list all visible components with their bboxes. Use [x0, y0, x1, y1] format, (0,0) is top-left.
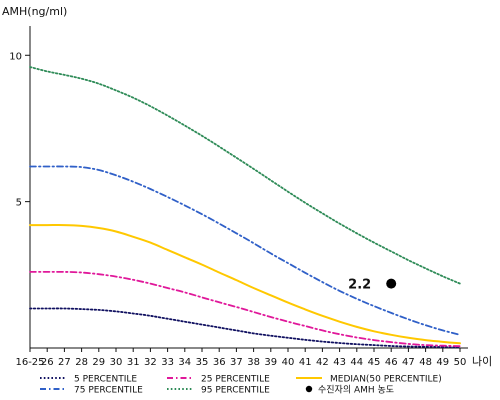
x-tick-label: 49	[436, 357, 449, 368]
marker-layer: 2.2	[348, 278, 397, 293]
legend-label: MEDIAN(50 PERCENTILE)	[330, 375, 442, 385]
x-axis-title: 나이	[472, 355, 492, 368]
x-tick-label: 36	[213, 357, 226, 368]
x-tick-label: 38	[247, 357, 260, 368]
x-tick-label: 29	[92, 357, 105, 368]
patient-amh-value-label: 2.2	[348, 278, 371, 293]
x-tick-label: 39	[264, 357, 277, 368]
x-tick-label: 44	[350, 357, 363, 368]
x-tick-label: 50	[454, 357, 467, 368]
x-tick-label: 42	[316, 357, 329, 368]
x-tick-label: 30	[110, 357, 123, 368]
x-tick-label: 40	[282, 357, 295, 368]
x-tick-label: 27	[58, 357, 71, 368]
x-tick-label: 45	[368, 357, 381, 368]
x-tick-label: 37	[230, 357, 243, 368]
legend: 5 PERCENTILE 25 PERCENTILE MEDIAN(50 PERCE…	[40, 375, 442, 396]
series-line-75-percentile	[29, 165, 461, 336]
x-tick-label: 32	[144, 357, 157, 368]
y-tick-label: 5	[16, 198, 22, 209]
legend-marker-swatch	[305, 385, 313, 393]
x-tick-label: 16-25	[15, 357, 44, 368]
x-tick-label: 35	[196, 357, 209, 368]
x-tick-label: 34	[178, 357, 191, 368]
x-tick-label: 33	[161, 357, 174, 368]
series-line-median-50-percentile	[29, 224, 461, 345]
series-line-95-percentile	[29, 66, 461, 285]
legend-label: 수진자의 AMH 농도	[318, 385, 394, 396]
x-tick-label: 26	[41, 357, 54, 368]
series-line-25-percentile	[29, 270, 461, 348]
axes: AMH(ng/ml) 나이	[2, 5, 492, 368]
legend-label: 25 PERCENTILE	[201, 375, 270, 385]
x-tick-label: 28	[75, 357, 88, 368]
series-layer	[29, 66, 461, 349]
patient-amh-marker	[386, 278, 397, 289]
legend-label: 5 PERCENTILE	[74, 375, 137, 385]
x-tick-label: 41	[299, 357, 312, 368]
y-tick-label: 10	[9, 51, 22, 62]
x-tick-label: 47	[402, 357, 415, 368]
x-tick-label: 48	[419, 357, 432, 368]
y-axis-title: AMH(ng/ml)	[2, 5, 67, 18]
x-tick-label: 46	[385, 357, 398, 368]
series-line-5-percentile	[29, 307, 461, 349]
legend-label: 95 PERCENTILE	[201, 386, 270, 396]
x-tick-label: 43	[333, 357, 346, 368]
legend-label: 75 PERCENTILE	[74, 386, 143, 396]
x-tick-label: 31	[127, 357, 140, 368]
